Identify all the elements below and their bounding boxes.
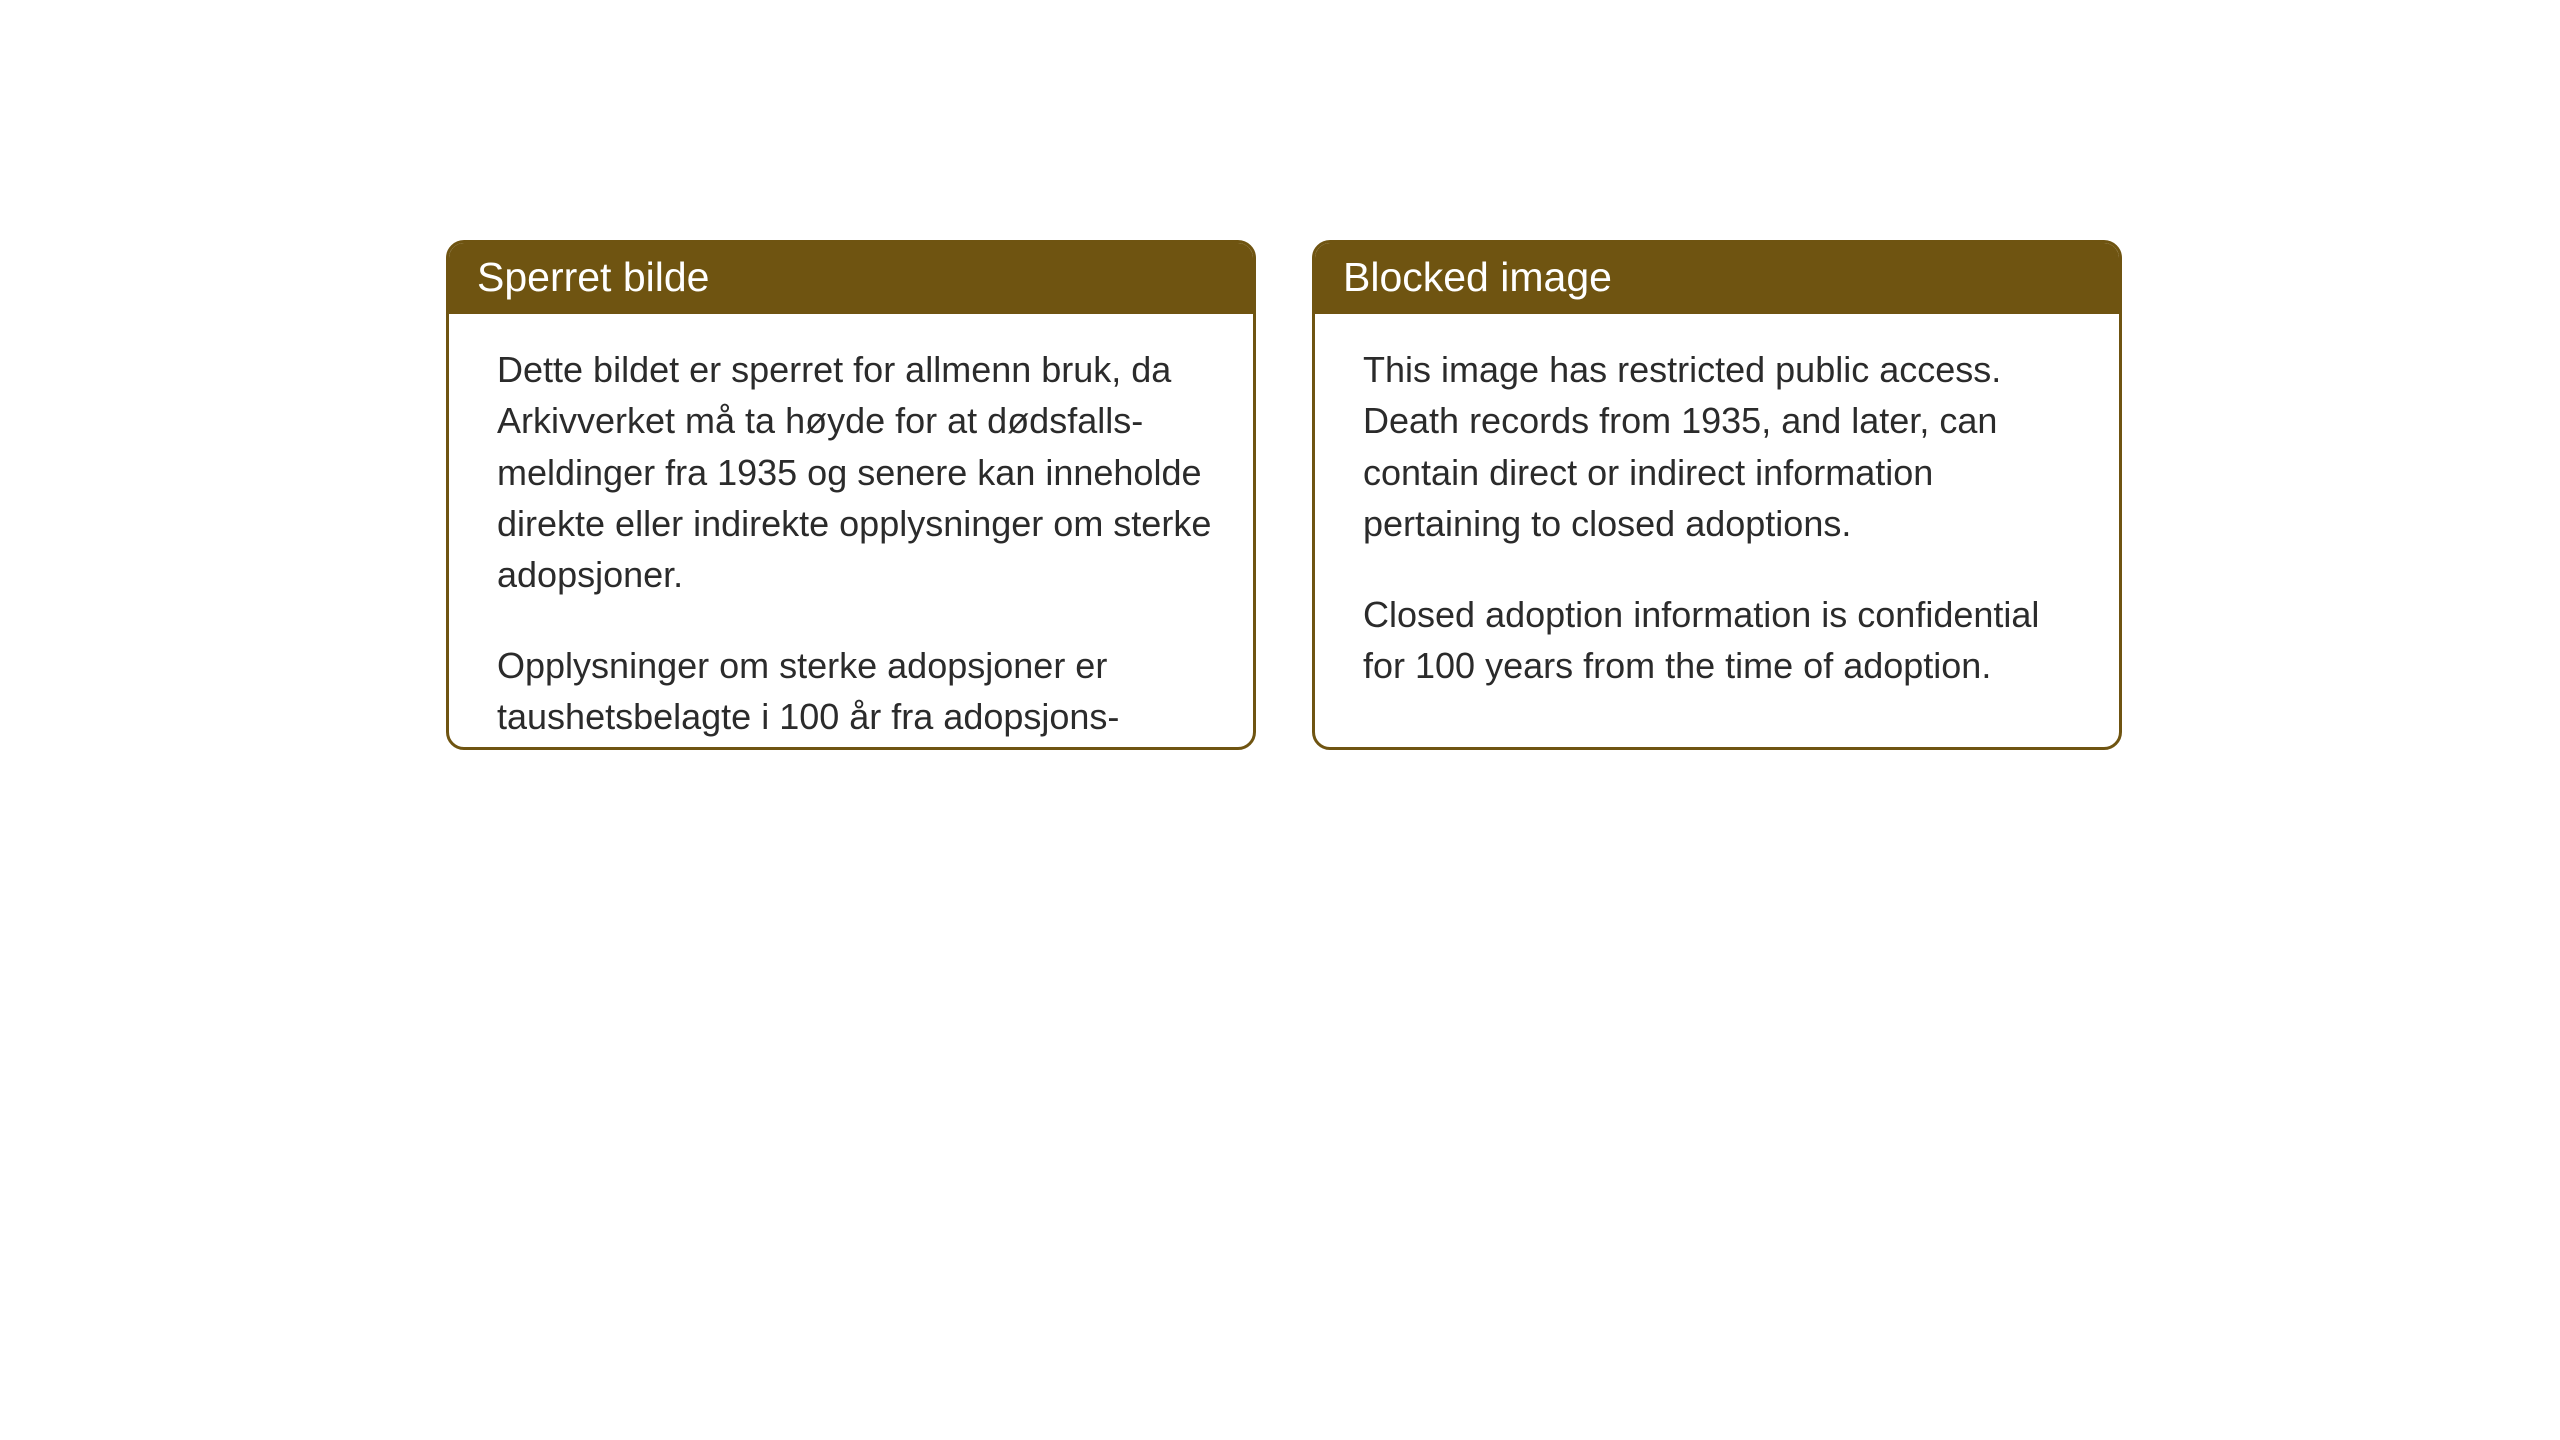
card-body-english: This image has restricted public access.… [1315,314,2119,721]
card-header-norwegian: Sperret bilde [449,243,1253,314]
paragraph-2-english: Closed adoption information is confident… [1363,589,2079,691]
notice-card-norwegian: Sperret bilde Dette bildet er sperret fo… [446,240,1256,750]
card-header-english: Blocked image [1315,243,2119,314]
notice-cards-container: Sperret bilde Dette bildet er sperret fo… [446,240,2122,750]
paragraph-1-norwegian: Dette bildet er sperret for allmenn bruk… [497,344,1213,600]
card-body-norwegian: Dette bildet er sperret for allmenn bruk… [449,314,1253,750]
notice-card-english: Blocked image This image has restricted … [1312,240,2122,750]
paragraph-2-norwegian: Opplysninger om sterke adopsjoner er tau… [497,640,1213,750]
paragraph-1-english: This image has restricted public access.… [1363,344,2079,548]
